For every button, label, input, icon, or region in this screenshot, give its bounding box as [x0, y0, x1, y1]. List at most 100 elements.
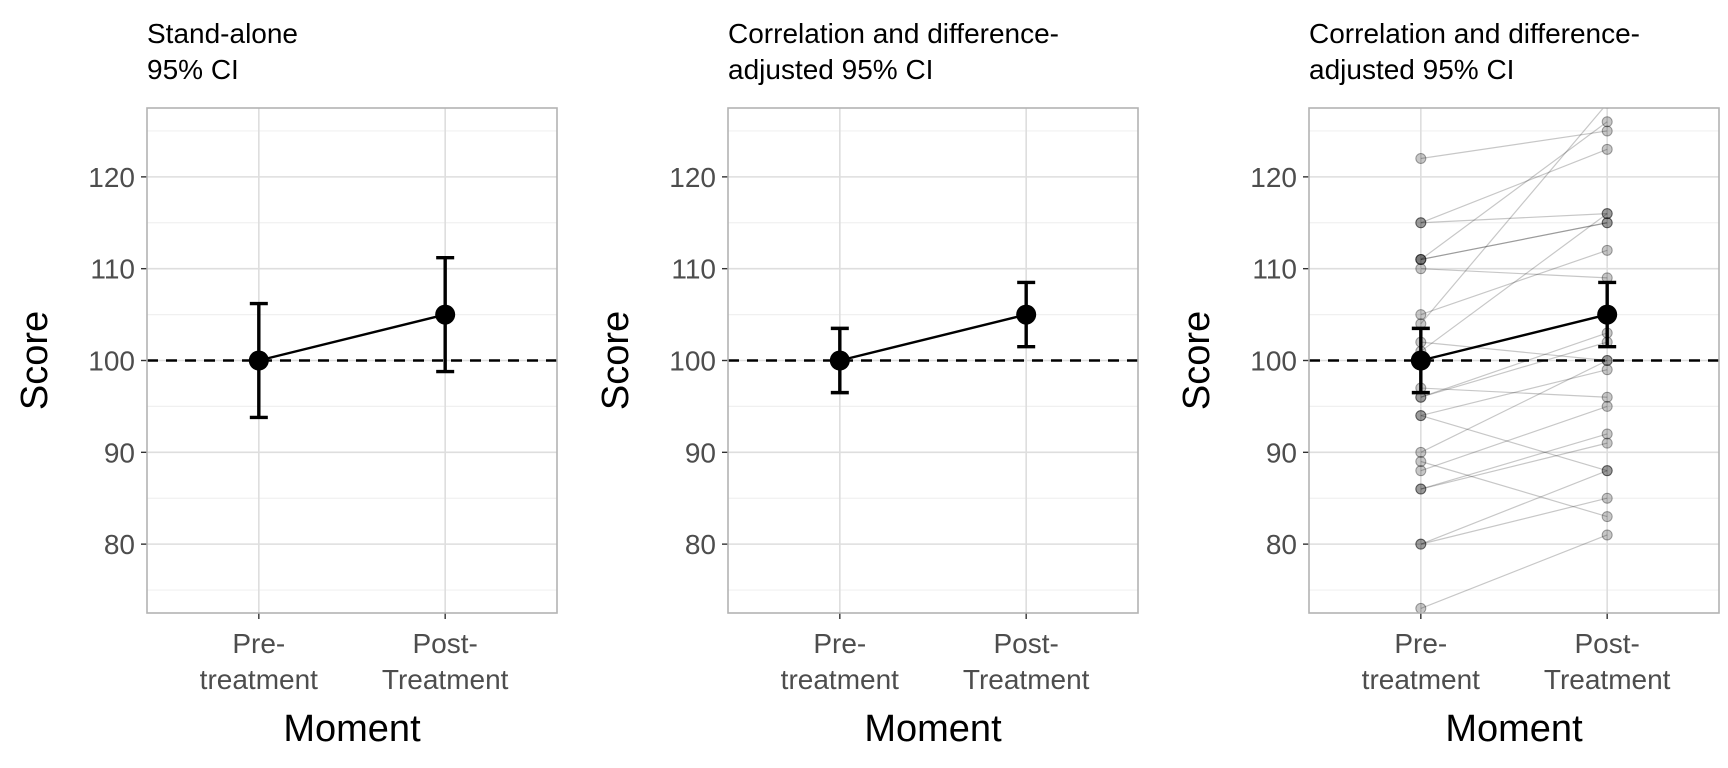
individual-point: [1415, 153, 1427, 164]
individual-line: [1420, 130, 1608, 160]
individual-line: [1420, 222, 1608, 261]
y-tick-label: 100: [669, 346, 716, 377]
individual-point: [1415, 254, 1427, 265]
panel-stand-alone: 80 90 100 110 120 Pre-treatment Post- Treatment…: [14, 18, 558, 750]
mean-point: [1016, 304, 1037, 325]
individual-point: [1604, 108, 1611, 109]
individual-point: [1415, 217, 1427, 229]
individual-point: [1415, 263, 1427, 275]
y-tick-label: 120: [88, 162, 135, 193]
y-tick-label: 90: [1266, 437, 1297, 468]
individual-point: [1601, 465, 1613, 477]
individual-line: [1420, 212, 1608, 224]
y-tick-label: 90: [104, 437, 135, 468]
individual-line: [1420, 108, 1605, 325]
individual-line: [1420, 460, 1608, 518]
individual-point: [1415, 410, 1427, 422]
x-axis-label: Moment: [1445, 708, 1583, 750]
individual-line: [1420, 534, 1608, 609]
individual-line: [1420, 369, 1608, 417]
y-tick-label: 110: [1252, 254, 1297, 285]
panel-border: [1308, 107, 1720, 614]
y-tick-label: 100: [88, 346, 135, 377]
individual-line: [1420, 148, 1608, 224]
individual-line: [1420, 387, 1608, 398]
panel-border: [727, 107, 1139, 614]
x-tick-label: Treatment: [382, 664, 509, 695]
x-tick-label: treatment: [1362, 664, 1480, 695]
x-tick-label: Pre-: [813, 628, 866, 659]
panel-adjusted-ci-with-individuals: 80 90 100 110 120 Pre-treatment Post- Treatment…: [1176, 18, 1720, 750]
y-tick-label: 80: [685, 529, 716, 560]
x-tick-label: Pre-: [232, 628, 285, 659]
panel-border: [146, 107, 558, 614]
panel-title: Correlation and difference-: [728, 18, 1059, 49]
y-tick-label: 110: [90, 254, 135, 285]
individual-point: [1415, 254, 1427, 265]
individual-line: [1420, 359, 1608, 453]
individual-line: [1420, 341, 1608, 362]
individual-point: [1415, 538, 1427, 550]
individual-line: [1420, 121, 1608, 260]
panel-title: adjusted 95% CI: [728, 54, 933, 85]
individual-point: [1415, 410, 1427, 422]
y-tick-label: 110: [671, 254, 716, 285]
individual-point: [1415, 602, 1427, 613]
individual-point: [1601, 143, 1613, 155]
individual-point: [1601, 208, 1613, 220]
individual-line: [1420, 249, 1608, 316]
panel-title: adjusted 95% CI: [1309, 54, 1514, 85]
individual-line: [1420, 497, 1608, 545]
mean-line: [1420, 313, 1608, 362]
individual-point: [1601, 125, 1613, 137]
y-tick-label: 80: [1266, 529, 1297, 560]
x-tick-label: Post-: [413, 628, 478, 659]
y-axis-label: Score: [1176, 311, 1218, 410]
y-tick-label: 90: [685, 437, 716, 468]
individual-point: [1415, 538, 1427, 550]
mean-line: [839, 313, 1027, 362]
y-axis-label: Score: [14, 311, 56, 410]
x-axis-label: Moment: [283, 708, 421, 750]
individual-point: [1601, 244, 1613, 256]
x-tick-label: Post-: [994, 628, 1059, 659]
mean-point: [248, 350, 269, 371]
individual-line: [1420, 415, 1608, 472]
panel-adjusted-ci: 80 90 100 110 120 Pre-treatment Post- Treatment…: [595, 18, 1139, 750]
individual-point: [1415, 456, 1427, 467]
y-tick-label: 80: [104, 529, 135, 560]
individual-point: [1601, 391, 1613, 403]
individual-point: [1415, 309, 1427, 321]
individual-point: [1601, 511, 1613, 523]
individual-point: [1601, 529, 1613, 541]
y-tick-label: 100: [1250, 346, 1297, 377]
x-tick-label: treatment: [781, 664, 899, 695]
x-tick-label: Treatment: [1544, 664, 1671, 695]
panel-title: Correlation and difference-: [1309, 18, 1640, 49]
individual-line: [1420, 332, 1608, 398]
individual-line: [1420, 442, 1608, 490]
y-tick-label: 120: [669, 162, 716, 193]
individual-line: [1420, 268, 1608, 279]
individual-point: [1415, 254, 1427, 265]
individual-line: [1420, 213, 1608, 352]
x-tick-label: Post-: [1575, 628, 1640, 659]
panel-title: 95% CI: [147, 54, 239, 85]
individual-line: [1420, 405, 1608, 472]
mean-point: [829, 350, 850, 371]
individual-point: [1601, 400, 1613, 412]
x-axis-label: Moment: [864, 708, 1002, 750]
individual-point: [1601, 208, 1613, 220]
x-tick-label: Pre-: [1394, 628, 1447, 659]
individual-point: [1601, 217, 1613, 229]
individual-line: [1420, 341, 1608, 398]
individual-point: [1601, 217, 1613, 229]
individual-point: [1415, 465, 1427, 477]
mean-point: [1410, 350, 1431, 371]
individual-line: [1420, 222, 1608, 261]
y-axis-label: Score: [595, 311, 637, 410]
panel-title: Stand-alone: [147, 18, 298, 49]
individual-point: [1415, 217, 1427, 229]
mean-line: [258, 313, 446, 362]
